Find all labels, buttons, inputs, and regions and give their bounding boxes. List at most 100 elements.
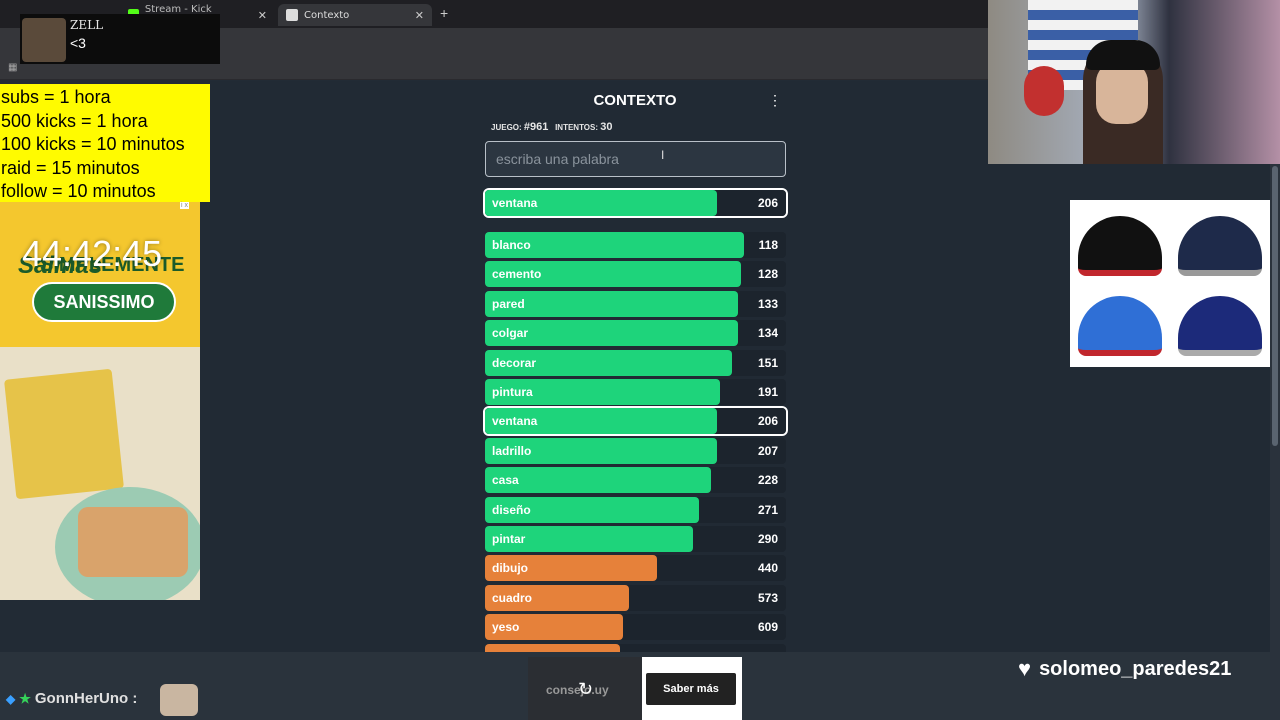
guess-rank: 207	[757, 443, 778, 458]
guess-row: diseño 271	[485, 496, 786, 523]
latest-follower: ♥ solomeo_paredes21	[1018, 656, 1231, 682]
badge-gem-icon: ◆	[6, 691, 16, 706]
scrollbar[interactable]	[1270, 160, 1280, 720]
avatar	[22, 18, 66, 62]
guess-row: pintura 191	[485, 379, 786, 405]
ad-brand-logo: SANISSIMO	[32, 282, 176, 322]
row-fill	[485, 232, 744, 258]
product-name: Salmas	[18, 252, 103, 279]
row-fill	[485, 496, 699, 523]
ad-info-icon[interactable]: i x	[180, 202, 189, 209]
side-advertisement[interactable]: SIMPLEMENTE SANISSIMO Salmas	[0, 202, 200, 600]
contexto-favicon-icon	[286, 9, 298, 21]
guess-word: decorar	[492, 355, 537, 370]
row-fill	[485, 261, 741, 288]
rule-line: follow = 10 minutos	[1, 181, 156, 201]
refresh-icon[interactable]: ↻	[578, 679, 594, 699]
text-cursor-icon: I	[661, 148, 665, 162]
guess-row: ladrillo 207	[485, 437, 786, 464]
cap-image	[1078, 296, 1162, 356]
product-box	[4, 368, 124, 500]
badge-star-icon: ★	[19, 690, 31, 706]
rule-line: raid = 15 minutos	[1, 157, 140, 178]
guess-word: pared	[492, 296, 525, 311]
popup-ad-image: consejo.uy ↻	[528, 657, 642, 720]
guess-word: pintura	[492, 385, 533, 399]
guess-rank: 134	[757, 326, 778, 341]
scroll-thumb[interactable]	[1272, 166, 1278, 446]
row-fill	[485, 379, 720, 405]
more-options-icon[interactable]: ⋮	[768, 92, 782, 108]
learn-more-button[interactable]: Saber más	[646, 673, 736, 705]
guess-word: dibujo	[492, 561, 528, 576]
subathon-rules: subs = 1 hora 500 kicks = 1 hora 100 kic…	[0, 84, 210, 202]
row-fill	[485, 349, 732, 376]
follower-name: solomeo_paredes21	[1039, 657, 1232, 680]
guess-rank: 271	[757, 502, 778, 517]
game-number: #961	[523, 121, 549, 133]
row-fill	[485, 555, 657, 582]
streamer-cap	[1086, 40, 1160, 70]
guess-rank: 573	[757, 590, 778, 605]
caps-ad[interactable]	[1070, 200, 1270, 367]
guess-word: ventana	[492, 414, 538, 429]
guess-rank: 290	[757, 532, 778, 546]
close-icon[interactable]: ✕	[414, 8, 424, 22]
guess-rank: 440	[757, 561, 778, 576]
last-guess-word: ventana	[492, 196, 538, 210]
alert-username: ZELL	[70, 18, 104, 32]
guess-input[interactable]	[485, 141, 786, 177]
alert-message: <3	[70, 35, 86, 51]
ad-tagline: SIMPLEMENTE	[40, 254, 185, 276]
row-fill	[485, 467, 711, 494]
guess-rank: 128	[757, 267, 778, 282]
guess-row: colgar 134	[485, 320, 786, 347]
guess-row: pared 133	[485, 290, 786, 317]
guess-word: casa	[492, 473, 519, 488]
apps-grid-icon[interactable]: ▦	[8, 62, 18, 73]
row-fill	[485, 614, 623, 641]
tab-contexto[interactable]: Contexto ✕	[278, 4, 432, 26]
popup-ad-domain: consejo.uy	[546, 683, 609, 697]
new-tab-icon[interactable]: +	[440, 5, 449, 21]
guess-row: decorar 151	[485, 349, 786, 376]
cap-image	[1178, 216, 1262, 276]
chat-username: GonnHerUno :	[34, 690, 138, 707]
streamer-face	[1096, 62, 1148, 124]
cap-image	[1078, 216, 1162, 276]
guess-row: yeso 609	[485, 614, 786, 641]
guess-word: colgar	[492, 326, 529, 341]
guess-row: cuadro 573	[485, 584, 786, 611]
popup-advertisement[interactable]: consejo.uy ↻ Saber más	[528, 657, 742, 720]
guess-word: pintar	[492, 532, 526, 546]
guess-rank: 191	[757, 385, 778, 399]
alert-box: ZELL <3	[20, 14, 220, 64]
guess-word: ladrillo	[492, 443, 532, 458]
guess-row: pintar 290	[485, 526, 786, 552]
tab-label: Contexto	[304, 9, 350, 21]
food-image	[78, 507, 188, 577]
webcam-feed	[988, 0, 1280, 164]
last-guess-rank: 206	[757, 196, 778, 210]
guess-word: cemento	[492, 267, 542, 282]
attempts-count: 30	[600, 121, 613, 133]
guess-word: blanco	[492, 238, 531, 252]
row-fill	[485, 190, 717, 216]
rule-line: subs = 1 hora	[1, 87, 111, 107]
guess-rank: 151	[757, 355, 778, 370]
game-number-label: JUEGO:	[491, 123, 522, 132]
game-title: CONTEXTO	[593, 92, 677, 109]
chat-emote	[160, 684, 198, 716]
cap-image	[1178, 296, 1262, 356]
rule-line: 500 kicks = 1 hora	[1, 110, 148, 131]
guess-word: cuadro	[492, 590, 533, 605]
guess-rank: 206	[757, 414, 778, 429]
guess-row: ventana 206	[483, 406, 788, 437]
subathon-timer: 44:42:45	[22, 233, 163, 274]
row-fill	[485, 320, 738, 347]
chat-message: ◆ ★ GonnHerUno :	[6, 690, 137, 707]
rule-line: 100 kicks = 10 minutos	[1, 134, 185, 154]
close-icon[interactable]: ✕	[257, 8, 267, 22]
heart-icon: ♥	[1018, 656, 1032, 681]
row-fill	[485, 437, 717, 464]
